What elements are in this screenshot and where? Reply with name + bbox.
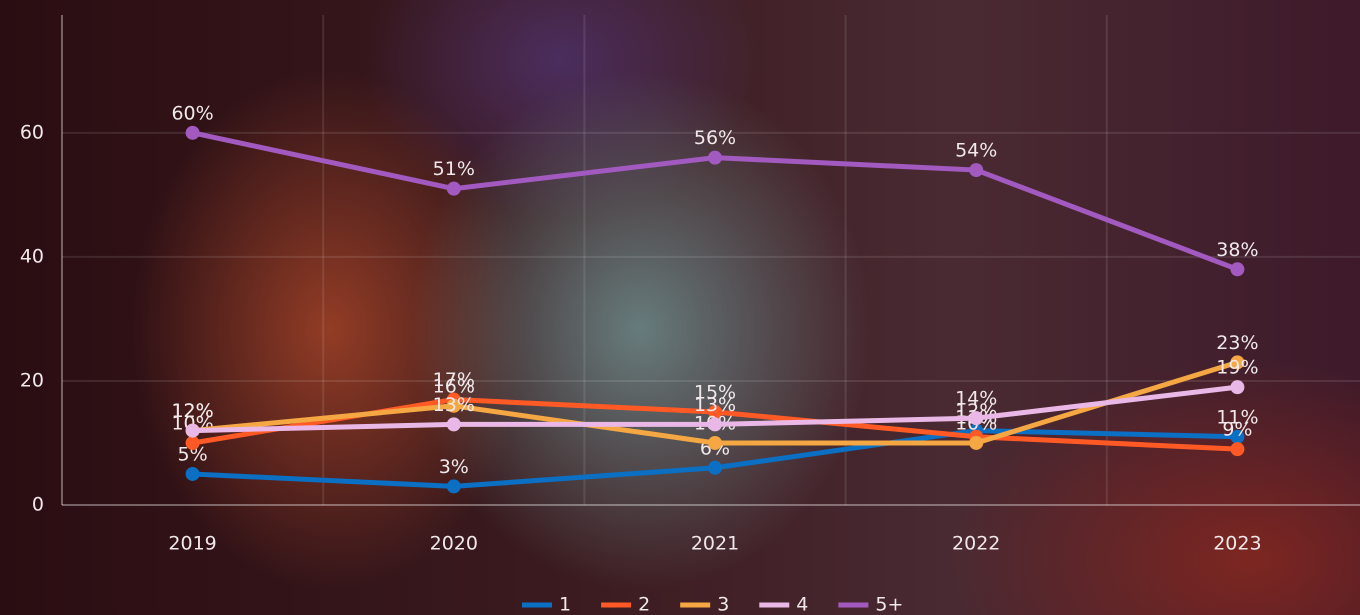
point	[446, 398, 461, 413]
data-label: 23%	[1216, 332, 1258, 354]
data-label: 14%	[955, 388, 997, 410]
data-label: 13%	[694, 394, 736, 416]
point	[446, 181, 461, 196]
x-tick-label: 2023	[1213, 533, 1261, 555]
legend-label: 3	[717, 594, 729, 615]
data-label: 12%	[171, 400, 213, 422]
point	[1230, 442, 1245, 457]
point	[446, 479, 461, 494]
legend-label: 1	[559, 594, 571, 615]
data-label: 5%	[178, 443, 208, 465]
data-label: 17%	[433, 369, 475, 391]
point	[185, 435, 200, 450]
data-label: 60%	[171, 102, 213, 124]
point	[969, 411, 984, 426]
point	[708, 460, 722, 475]
x-tick-label: 2019	[168, 533, 216, 555]
point	[185, 125, 200, 140]
y-tick-label: 40	[20, 245, 44, 267]
legend-label: 2	[638, 594, 650, 615]
point	[708, 435, 722, 450]
point	[969, 163, 984, 178]
data-label: 54%	[955, 140, 997, 162]
point	[1230, 380, 1245, 395]
data-label: 12%	[171, 400, 213, 422]
point	[185, 466, 200, 481]
data-label: 3%	[439, 456, 469, 478]
point	[1230, 355, 1245, 370]
point	[185, 423, 200, 438]
point	[708, 150, 722, 165]
y-tick-label: 20	[20, 369, 44, 391]
point	[969, 435, 984, 450]
x-tick-label: 2020	[430, 533, 478, 555]
point	[708, 404, 722, 419]
y-tick-label: 0	[32, 494, 44, 516]
x-tick-label: 2022	[952, 533, 1000, 555]
data-label: 19%	[1216, 357, 1258, 379]
data-label: 9%	[1222, 419, 1252, 441]
point	[708, 417, 722, 432]
point	[1230, 262, 1245, 277]
legend-label: 4	[796, 594, 808, 615]
data-label: 56%	[694, 127, 736, 149]
data-label: 16%	[433, 375, 475, 397]
point	[446, 417, 461, 432]
data-label: 15%	[694, 381, 736, 403]
x-tick-label: 2021	[691, 533, 739, 555]
data-label: 38%	[1216, 239, 1258, 261]
data-label: 11%	[1216, 406, 1258, 428]
y-tick-label: 60	[20, 121, 44, 143]
legend-label: 5+	[875, 594, 903, 615]
data-label: 51%	[433, 158, 475, 180]
data-label: 13%	[433, 394, 475, 416]
point	[1230, 429, 1245, 444]
